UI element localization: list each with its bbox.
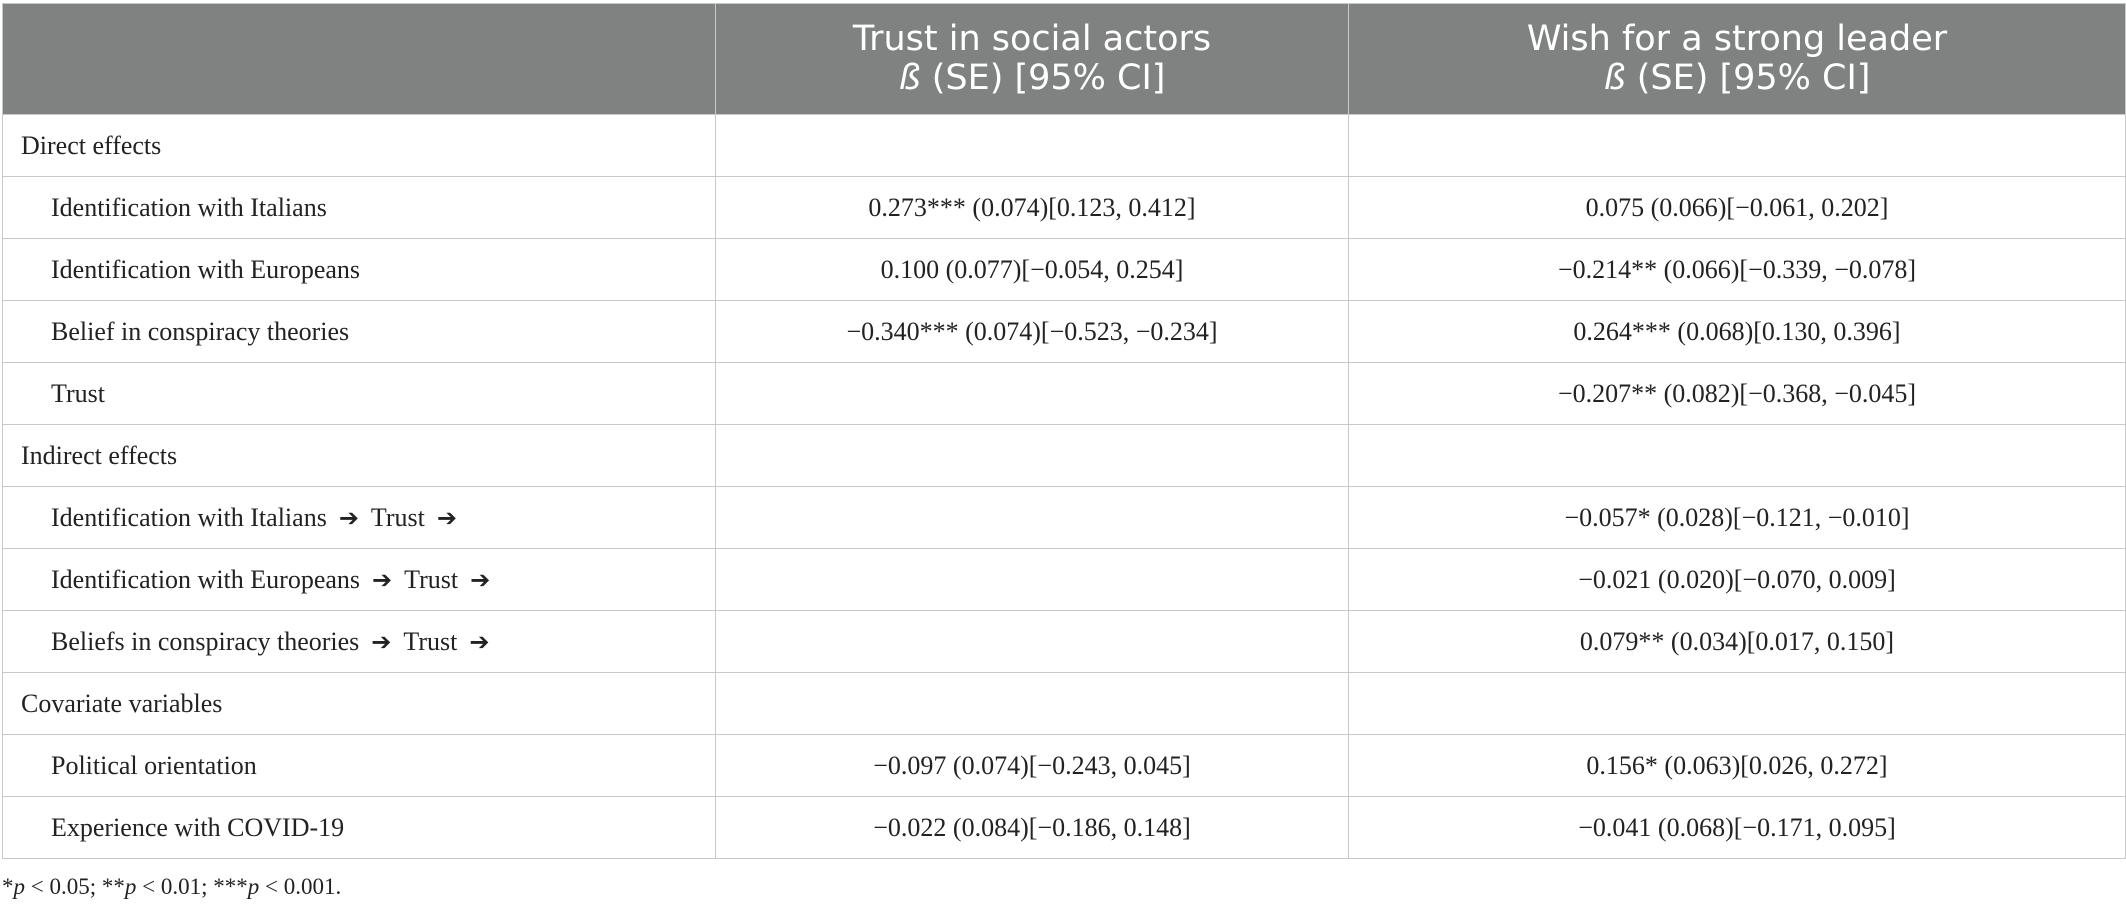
trust-value-cell bbox=[715, 114, 1349, 177]
table-row: Identification with Italians 0.273*** (0.… bbox=[2, 176, 2126, 239]
leader-value-cell: 0.075 (0.066)[−0.061, 0.202] bbox=[1348, 176, 2126, 239]
arrow-right-icon: ➔ bbox=[338, 503, 359, 532]
row-label: Covariate variables bbox=[2, 672, 716, 735]
beta-symbol: ß bbox=[1603, 58, 1626, 98]
row-label: Identification with Europeans bbox=[2, 238, 716, 301]
leader-value-cell bbox=[1348, 672, 2126, 735]
table-row: Trust −0.207** (0.082)[−0.368, −0.045] bbox=[2, 362, 2126, 425]
footnote-threshold: < 0.01; bbox=[136, 874, 214, 899]
header-leader-stat-rest: (SE) [95% CI] bbox=[1625, 58, 1871, 98]
row-label-text: Identification with Italians bbox=[51, 192, 327, 222]
row-label-text: Identification with Europeans bbox=[51, 564, 361, 594]
table-row: Experience with COVID-19 −0.022 (0.084)[−… bbox=[2, 796, 2126, 859]
footnote-p: p bbox=[124, 874, 137, 899]
header-trust-stat: ß (SE) [95% CI] bbox=[716, 59, 1348, 98]
table-row: Identification with Europeans 0.100 (0.07… bbox=[2, 238, 2126, 301]
beta-symbol: ß bbox=[898, 58, 921, 98]
header-leader-stat: ß (SE) [95% CI] bbox=[1349, 59, 2125, 98]
table-row: Identification with Italians ➔ Trust ➔ −0.05… bbox=[2, 486, 2126, 549]
row-label: Beliefs in conspiracy theories ➔ Trust ➔ bbox=[2, 610, 716, 673]
table-body: Direct effects Identification with Italia… bbox=[2, 114, 2126, 859]
row-label: Belief in conspiracy theories bbox=[2, 300, 716, 363]
trust-value-cell bbox=[715, 610, 1349, 673]
section-header-row: Indirect effects bbox=[2, 424, 2126, 487]
section-header-row: Covariate variables bbox=[2, 672, 2126, 735]
table-row: Political orientation −0.097 (0.074)[−0.2… bbox=[2, 734, 2126, 797]
footnote-p: p bbox=[13, 874, 26, 899]
row-label-text: Beliefs in conspiracy theories bbox=[51, 626, 360, 656]
row-label: Experience with COVID-19 bbox=[2, 796, 716, 859]
leader-value-cell: −0.214** (0.066)[−0.339, −0.078] bbox=[1348, 238, 2126, 301]
leader-value-cell bbox=[1348, 114, 2126, 177]
header-wish-for-strong-leader: Wish for a strong leader ß (SE) [95% CI] bbox=[1348, 3, 2126, 115]
header-trust-stat-rest: (SE) [95% CI] bbox=[920, 58, 1166, 98]
trust-value-cell bbox=[715, 548, 1349, 611]
arrow-right-icon: ➔ bbox=[372, 565, 393, 594]
row-label: Identification with Italians bbox=[2, 176, 716, 239]
row-label-text: Trust bbox=[51, 378, 105, 408]
header-trust-title: Trust in social actors bbox=[852, 19, 1212, 59]
trust-value-cell: −0.022 (0.084)[−0.186, 0.148] bbox=[715, 796, 1349, 859]
row-label-text: Indirect effects bbox=[21, 440, 178, 470]
section-header-row: Direct effects bbox=[2, 114, 2126, 177]
table-footnote: *p < 0.05; **p < 0.01; ***p < 0.001. bbox=[2, 874, 341, 900]
leader-value-cell: 0.079** (0.034)[0.017, 0.150] bbox=[1348, 610, 2126, 673]
table-row: Belief in conspiracy theories −0.340*** (… bbox=[2, 300, 2126, 363]
header-trust-in-social-actors: Trust in social actors ß (SE) [95% CI] bbox=[715, 3, 1349, 115]
trust-value-cell bbox=[715, 486, 1349, 549]
trust-value-cell bbox=[715, 672, 1349, 735]
row-label-text: Identification with Italians bbox=[51, 502, 327, 532]
mediator-label: Trust bbox=[404, 564, 459, 594]
leader-value-cell bbox=[1348, 424, 2126, 487]
footnote-stars: ** bbox=[101, 874, 125, 899]
table-row: Identification with Europeans ➔ Trust ➔ −0.0… bbox=[2, 548, 2126, 611]
row-label-text: Belief in conspiracy theories bbox=[51, 316, 350, 346]
leader-value-cell: −0.021 (0.020)[−0.070, 0.009] bbox=[1348, 548, 2126, 611]
leader-value-cell: −0.207** (0.082)[−0.368, −0.045] bbox=[1348, 362, 2126, 425]
footnote-threshold: < 0.05; bbox=[25, 874, 102, 899]
row-label: Indirect effects bbox=[2, 424, 716, 487]
trust-value-cell: 0.273*** (0.074)[0.123, 0.412] bbox=[715, 176, 1349, 239]
row-label: Identification with Italians ➔ Trust ➔ bbox=[2, 486, 716, 549]
row-label: Political orientation bbox=[2, 734, 716, 797]
header-row: Trust in social actors ß (SE) [95% CI] W… bbox=[2, 3, 2126, 115]
results-table: Trust in social actors ß (SE) [95% CI] W… bbox=[2, 3, 2126, 859]
row-label: Trust bbox=[2, 362, 716, 425]
arrow-right-icon: ➔ bbox=[436, 503, 457, 532]
footnote-stars: * bbox=[2, 874, 14, 899]
arrow-right-icon: ➔ bbox=[371, 627, 392, 656]
leader-value-cell: 0.264*** (0.068)[0.130, 0.396] bbox=[1348, 300, 2126, 363]
trust-value-cell: 0.100 (0.077)[−0.054, 0.254] bbox=[715, 238, 1349, 301]
leader-value-cell: −0.057* (0.028)[−0.121, −0.010] bbox=[1348, 486, 2126, 549]
trust-value-cell: −0.340*** (0.074)[−0.523, −0.234] bbox=[715, 300, 1349, 363]
footnote-stars: *** bbox=[213, 874, 248, 899]
row-label-text: Covariate variables bbox=[21, 688, 223, 718]
leader-value-cell: 0.156* (0.063)[0.026, 0.272] bbox=[1348, 734, 2126, 797]
row-label: Identification with Europeans ➔ Trust ➔ bbox=[2, 548, 716, 611]
row-label-text: Direct effects bbox=[21, 130, 162, 160]
trust-value-cell: −0.097 (0.074)[−0.243, 0.045] bbox=[715, 734, 1349, 797]
mediator-label: Trust bbox=[403, 626, 458, 656]
row-label-text: Experience with COVID-19 bbox=[51, 812, 345, 842]
header-empty-cell bbox=[2, 3, 716, 115]
footnote-p: p bbox=[247, 874, 260, 899]
trust-value-cell bbox=[715, 362, 1349, 425]
row-label-text: Identification with Europeans bbox=[51, 254, 361, 284]
trust-value-cell bbox=[715, 424, 1349, 487]
header-leader-title: Wish for a strong leader bbox=[1526, 19, 1948, 59]
arrow-right-icon: ➔ bbox=[470, 565, 491, 594]
mediator-label: Trust bbox=[370, 502, 425, 532]
arrow-right-icon: ➔ bbox=[469, 627, 490, 656]
footnote-threshold: < 0.001. bbox=[259, 874, 342, 899]
table-row: Beliefs in conspiracy theories ➔ Trust ➔ 0.0… bbox=[2, 610, 2126, 673]
leader-value-cell: −0.041 (0.068)[−0.171, 0.095] bbox=[1348, 796, 2126, 859]
row-label-text: Political orientation bbox=[51, 750, 257, 780]
row-label: Direct effects bbox=[2, 114, 716, 177]
